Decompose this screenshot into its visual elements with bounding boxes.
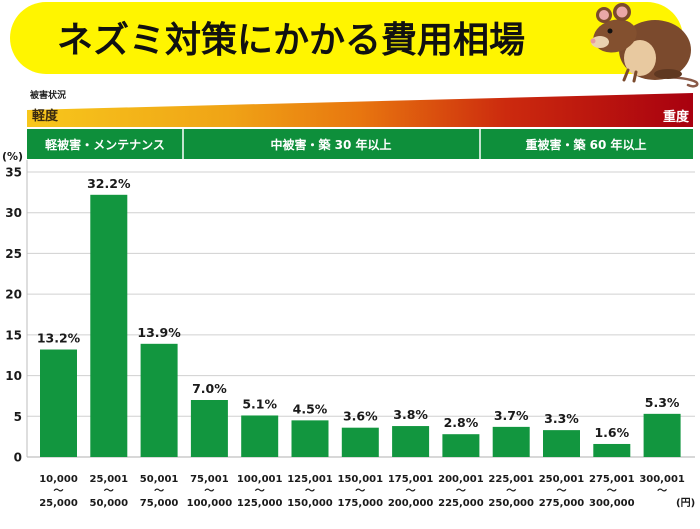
x-tick-label-from: 125,001 xyxy=(287,474,333,485)
y-tick-label: 15 xyxy=(5,328,22,342)
value-label: 3.6% xyxy=(343,409,378,424)
x-tick-label-separator: ～ xyxy=(607,486,617,497)
severity-high-label: 重度 xyxy=(663,109,690,125)
x-tick-label-to: 175,000 xyxy=(338,498,384,509)
severity-low-label: 軽度 xyxy=(32,108,59,124)
x-tick-label-from: 100,001 xyxy=(237,474,283,485)
bars xyxy=(40,194,681,458)
x-tick-label-separator: ～ xyxy=(305,486,315,497)
value-label: 3.7% xyxy=(494,408,529,423)
x-tick-label-from: 225,001 xyxy=(488,474,534,485)
x-tick-label-separator: ～ xyxy=(506,486,516,497)
x-tick-labels: 10,000～25,00025,001～50,00050,001～75,0007… xyxy=(39,474,685,509)
bar xyxy=(90,194,128,458)
bar xyxy=(190,400,228,457)
value-label: 3.3% xyxy=(544,411,579,426)
title-banner-background xyxy=(10,2,683,74)
x-tick-label-separator: ～ xyxy=(54,486,64,497)
x-tick-label-from: 200,001 xyxy=(438,474,484,485)
y-tick-label: 5 xyxy=(14,410,22,424)
x-tick-label-to: 25,000 xyxy=(39,498,78,509)
x-tick-label-to: 125,000 xyxy=(237,498,283,509)
bar xyxy=(543,430,580,457)
x-tick-label-from: 75,001 xyxy=(190,474,229,485)
y-tick-label: 25 xyxy=(5,247,22,261)
x-tick-label-from: 250,001 xyxy=(539,474,585,485)
group-label-light: 軽被害・メンテナンス xyxy=(45,137,165,152)
value-label: 5.1% xyxy=(242,396,277,411)
value-label: 7.0% xyxy=(192,381,227,396)
x-axis-unit: (円) xyxy=(676,497,695,509)
value-label: 4.5% xyxy=(293,401,328,416)
value-label: 3.8% xyxy=(393,407,428,422)
x-tick-label-separator: ～ xyxy=(406,486,416,497)
y-tick-labels: 0 5 10 15 20 25 30 35 xyxy=(5,166,22,465)
x-tick-label-separator: ～ xyxy=(557,486,567,497)
severity-gradient-bar xyxy=(27,93,693,127)
y-tick-label: 20 xyxy=(5,288,22,302)
x-tick-label-to: 150,000 xyxy=(287,498,333,509)
x-tick-label-separator: ～ xyxy=(104,486,114,497)
value-label: 13.9% xyxy=(137,325,181,340)
y-tick-label: 30 xyxy=(5,206,22,220)
value-label: 5.3% xyxy=(645,395,680,410)
x-tick-label-separator: ～ xyxy=(255,486,265,497)
x-tick-label-from: 25,001 xyxy=(90,474,129,485)
bar xyxy=(643,413,681,457)
bar xyxy=(140,343,178,457)
x-tick-label-separator: ～ xyxy=(657,486,667,497)
value-label: 1.6% xyxy=(594,425,629,440)
x-tick-label-separator: ～ xyxy=(456,486,466,497)
bar xyxy=(291,420,329,457)
group-label-heavy: 重被害・築 60 年以上 xyxy=(525,137,646,152)
group-header: 軽被害・メンテナンス 中被害・築 30 年以上 重被害・築 60 年以上 xyxy=(27,129,693,159)
bar xyxy=(241,415,279,457)
x-tick-label-to: 75,000 xyxy=(140,498,179,509)
x-tick-label-to: 225,000 xyxy=(438,498,484,509)
page-title: ネズミ対策にかかる費用相場 xyxy=(57,19,525,61)
group-label-medium: 中被害・築 30 年以上 xyxy=(270,137,391,152)
bar xyxy=(40,349,77,457)
value-label: 13.2% xyxy=(37,331,81,346)
value-labels: 13.2% 32.2% 13.9% 7.0% 5.1% 4.5% 3.6% 3.8% 2.8% 3… xyxy=(37,176,680,440)
mouse-icon xyxy=(590,3,699,88)
y-tick-label: 35 xyxy=(5,166,22,180)
x-tick-label-from: 50,001 xyxy=(140,474,179,485)
severity-label: 被害状況 xyxy=(30,89,66,101)
x-tick-label-to: 275,000 xyxy=(539,498,585,509)
group-header-background xyxy=(27,129,693,159)
bar xyxy=(593,443,631,457)
y-tick-label: 0 xyxy=(14,451,22,465)
x-tick-label-from: 300,001 xyxy=(639,474,685,485)
x-tick-label-from: 175,001 xyxy=(388,474,434,485)
y-tick-label: 10 xyxy=(5,369,22,383)
y-axis-unit: (%) xyxy=(2,150,23,163)
x-tick-label-to: 200,000 xyxy=(388,498,434,509)
value-label: 2.8% xyxy=(444,415,479,430)
value-label: 32.2% xyxy=(87,176,131,191)
x-tick-label-to: 300,000 xyxy=(589,498,635,509)
bar xyxy=(442,434,480,457)
x-tick-label-to: 50,000 xyxy=(90,498,129,509)
x-tick-label-from: 10,000 xyxy=(39,474,78,485)
bar xyxy=(492,426,530,457)
x-tick-label-from: 150,001 xyxy=(338,474,384,485)
bar xyxy=(341,427,379,457)
title-banner: ネズミ対策にかかる費用相場 xyxy=(10,2,683,74)
x-tick-label-to: 100,000 xyxy=(187,498,233,509)
x-tick-label-to: 250,000 xyxy=(488,498,534,509)
x-tick-label-separator: ～ xyxy=(204,486,214,497)
x-tick-label-separator: ～ xyxy=(154,486,164,497)
severity-scale: 被害状況 軽度 重度 xyxy=(27,89,693,127)
x-tick-label-from: 275,001 xyxy=(589,474,635,485)
x-tick-label-separator: ～ xyxy=(355,486,365,497)
bar xyxy=(392,426,430,457)
